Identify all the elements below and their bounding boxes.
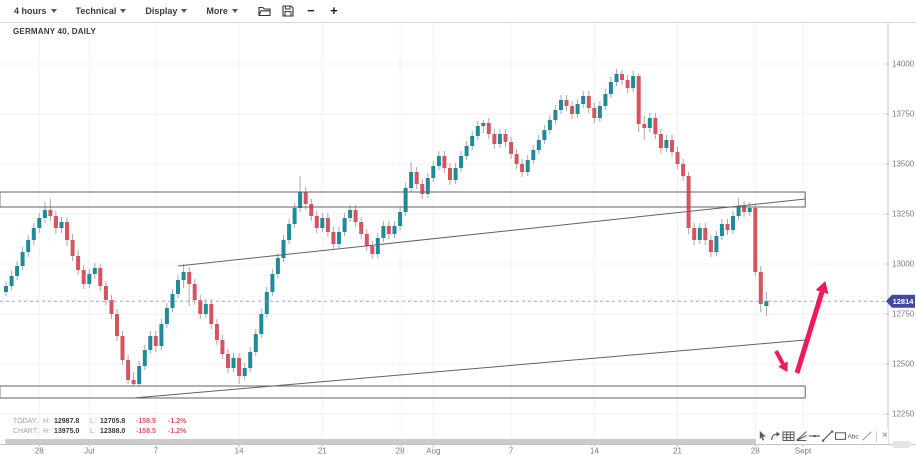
svg-text:Jul: Jul xyxy=(84,447,94,455)
today-stats-row: TODAY: H: 12987.8 L: 12705.8 -158.5 -1.2… xyxy=(13,417,194,427)
svg-text:14: 14 xyxy=(235,447,244,455)
svg-text:13500: 13500 xyxy=(892,160,915,169)
support-zone xyxy=(0,385,806,399)
svg-text:28: 28 xyxy=(751,447,760,455)
more-dropdown[interactable]: More xyxy=(206,6,238,16)
technical-dropdown[interactable]: Technical xyxy=(76,6,127,16)
svg-text:Abc: Abc xyxy=(847,433,859,440)
technical-label: Technical xyxy=(75,6,117,16)
svg-text:21: 21 xyxy=(673,447,682,455)
svg-text:12750: 12750 xyxy=(892,310,915,319)
today-change: -158.5 xyxy=(136,418,156,425)
projection-arrow-up[interactable] xyxy=(794,281,829,374)
chevron-down-icon xyxy=(120,9,127,13)
drawings-layer[interactable] xyxy=(0,191,806,399)
session-stats: TODAY: H: 12987.8 L: 12705.8 -158.5 -1.2… xyxy=(13,417,194,437)
more-label: More xyxy=(206,6,228,16)
text-tool-icon[interactable]: Abc xyxy=(847,429,860,443)
symbol-label: GERMANY 40, DAILY xyxy=(13,27,96,36)
axes: 14000 13750 13500 13250 13000 12750 12500 12250… xyxy=(0,22,916,455)
resistance-zone xyxy=(0,191,806,208)
zoom-out-icon[interactable]: − xyxy=(307,3,315,18)
drawing-toolbar: Abc × xyxy=(756,428,888,444)
chart-stats-row: CHART: H: 13975.0 L: 12388.0 -158.5 -1.2… xyxy=(13,427,194,437)
chart-low: 12388.0 xyxy=(100,428,126,435)
chart-high: 13975.0 xyxy=(54,428,80,435)
trend-lines-tool-icon[interactable] xyxy=(795,429,808,443)
timeframe-dropdown[interactable]: 4 hours xyxy=(14,6,57,16)
timeframe-label: 4 hours xyxy=(14,6,47,16)
svg-text:12500: 12500 xyxy=(892,360,915,369)
svg-text:13250: 13250 xyxy=(892,210,915,219)
upper-trendline xyxy=(177,198,806,267)
display-dropdown[interactable]: Display xyxy=(145,6,188,16)
svg-text:12250: 12250 xyxy=(892,410,915,419)
svg-text:13000: 13000 xyxy=(892,260,915,269)
svg-text:7: 7 xyxy=(509,447,514,455)
chart-change-pct: -1.2% xyxy=(168,428,187,435)
horizontal-scrollbar[interactable] xyxy=(5,439,879,444)
rectangle-tool-icon[interactable] xyxy=(834,429,847,443)
pullback-arrow-down[interactable] xyxy=(774,350,788,373)
ray-tool-icon[interactable] xyxy=(860,429,873,443)
svg-text:Aug: Aug xyxy=(426,447,440,455)
svg-text:7: 7 xyxy=(154,447,159,455)
svg-text:14000: 14000 xyxy=(892,60,915,69)
display-label: Display xyxy=(145,6,178,16)
svg-text:28: 28 xyxy=(35,447,44,455)
svg-text:Sept: Sept xyxy=(795,447,812,455)
curved-arrow-icon[interactable] xyxy=(769,429,782,443)
price-badge: 12814 xyxy=(886,294,915,308)
chart-change: -158.5 xyxy=(136,428,156,435)
chevron-down-icon xyxy=(231,9,238,13)
pointer-tool-icon[interactable] xyxy=(756,429,769,443)
gridlines xyxy=(0,22,886,444)
horizontal-line-tool-icon[interactable] xyxy=(808,429,821,443)
top-toolbar: 4 hours Technical Display More − + xyxy=(0,0,916,23)
axis-resize-handle[interactable] xyxy=(892,441,911,448)
lower-trendline xyxy=(133,339,806,399)
toolbar-divider xyxy=(876,430,877,442)
today-low: 12705.8 xyxy=(100,418,126,425)
svg-text:13750: 13750 xyxy=(892,110,915,119)
today-change-pct: -1.2% xyxy=(168,418,187,425)
trendline-tool-icon[interactable] xyxy=(821,429,834,443)
svg-text:12814: 12814 xyxy=(893,297,915,306)
open-chart-icon[interactable] xyxy=(257,3,273,19)
chevron-down-icon xyxy=(181,9,188,13)
candles-layer xyxy=(4,69,769,387)
save-icon[interactable] xyxy=(280,3,296,19)
today-high: 12987.8 xyxy=(54,418,80,425)
svg-text:21: 21 xyxy=(318,447,327,455)
zoom-in-icon[interactable]: + xyxy=(330,3,338,18)
chevron-down-icon xyxy=(50,9,57,13)
grid-tool-icon[interactable] xyxy=(782,429,795,443)
svg-text:28: 28 xyxy=(396,447,405,455)
close-toolbar-icon[interactable]: × xyxy=(882,430,888,441)
svg-text:14: 14 xyxy=(590,447,599,455)
